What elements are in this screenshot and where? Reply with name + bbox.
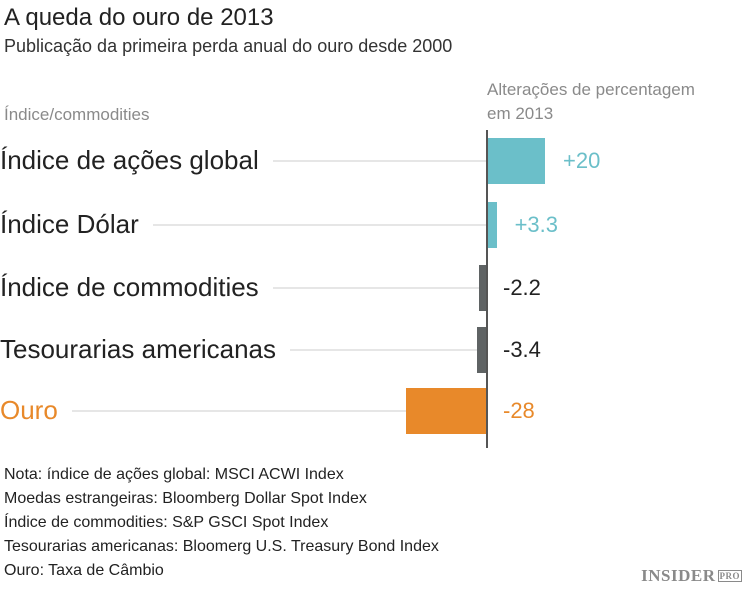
- insider-pro-logo: INSIDER PRO: [641, 566, 742, 586]
- note-line: Tesourarias americanas: Bloomerg U.S. Tr…: [4, 538, 439, 555]
- bar: [477, 327, 487, 373]
- chart-title: A queda do ouro de 2013: [4, 4, 274, 31]
- gridline: [0, 224, 487, 226]
- category-label: Tesourarias americanas: [0, 334, 291, 364]
- value-header: Alterações de percentagem em 2013: [487, 78, 695, 126]
- category-label: Índice Dólar: [0, 209, 153, 239]
- category-label: Índice de commodities: [0, 272, 273, 302]
- chart-subtitle: Publicação da primeira perda anual do ou…: [4, 36, 453, 56]
- value-header-line: Alterações de percentagem: [487, 80, 695, 99]
- bar: [487, 138, 545, 184]
- zero-axis: [486, 130, 488, 448]
- logo-text: INSIDER: [641, 566, 716, 585]
- value-label: -28: [503, 398, 535, 423]
- gridline: [0, 410, 487, 412]
- logo-suffix: PRO: [717, 570, 742, 582]
- note-line: Nota: índice de ações global: MSCI ACWI …: [4, 466, 344, 483]
- note-line: Índice de commodities: S&P GSCI Spot Ind…: [4, 514, 329, 531]
- category-label: Ouro: [0, 395, 72, 425]
- bar: [405, 388, 487, 434]
- value-label: -3.4: [503, 337, 541, 362]
- value-label: -2.2: [503, 275, 541, 300]
- value-label: +3.3: [514, 212, 558, 237]
- note-line: Moedas estrangeiras: Bloomberg Dollar Sp…: [4, 490, 367, 507]
- value-label: +20: [563, 148, 601, 173]
- value-header-line: em 2013: [487, 104, 554, 123]
- bar: [479, 265, 487, 311]
- category-header: Índice/commodities: [4, 105, 150, 124]
- category-label: Índice de ações global: [0, 145, 273, 175]
- bar: [487, 202, 497, 248]
- note-line: Ouro: Taxa de Câmbio: [4, 562, 164, 579]
